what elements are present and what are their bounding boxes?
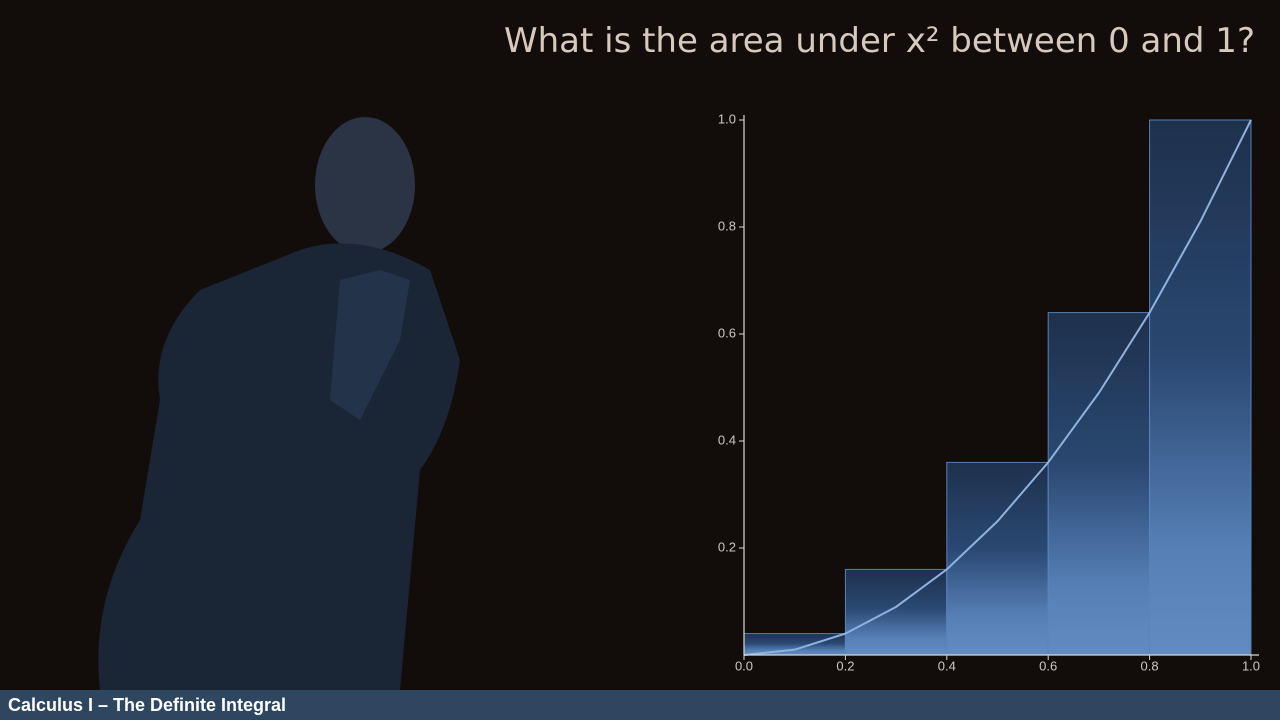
footer-text: Calculus I – The Definite Integral xyxy=(8,695,286,715)
y-tick-label: 0.2 xyxy=(718,539,736,554)
y-tick-label: 1.0 xyxy=(718,111,736,126)
bar xyxy=(844,568,948,656)
bar xyxy=(743,633,846,656)
x-tick-label: 0.8 xyxy=(1141,658,1159,673)
bar xyxy=(1149,119,1252,656)
x-tick-label: 0.0 xyxy=(735,658,753,673)
y-tick-label: 0.4 xyxy=(718,432,736,447)
presenter xyxy=(98,117,460,691)
chart-title: What is the area under x² between 0 and … xyxy=(504,21,1255,61)
x-tick-label: 0.4 xyxy=(938,658,956,673)
x-tick-label: 1.0 xyxy=(1242,658,1260,673)
x-tick-label: 0.6 xyxy=(1039,658,1057,673)
y-tick-label: 0.8 xyxy=(718,218,736,233)
x-tick-label: 0.2 xyxy=(836,658,854,673)
plot: 0.2 0.4 0.6 0.8 1.0 0.0 0.2 0.4 0.6 0.8 1.0 xyxy=(718,111,1260,673)
footer-bar xyxy=(0,690,1280,720)
bar xyxy=(946,461,1049,656)
bar xyxy=(1047,312,1151,656)
y-tick-label: 0.6 xyxy=(718,325,736,340)
curve xyxy=(743,119,1252,656)
